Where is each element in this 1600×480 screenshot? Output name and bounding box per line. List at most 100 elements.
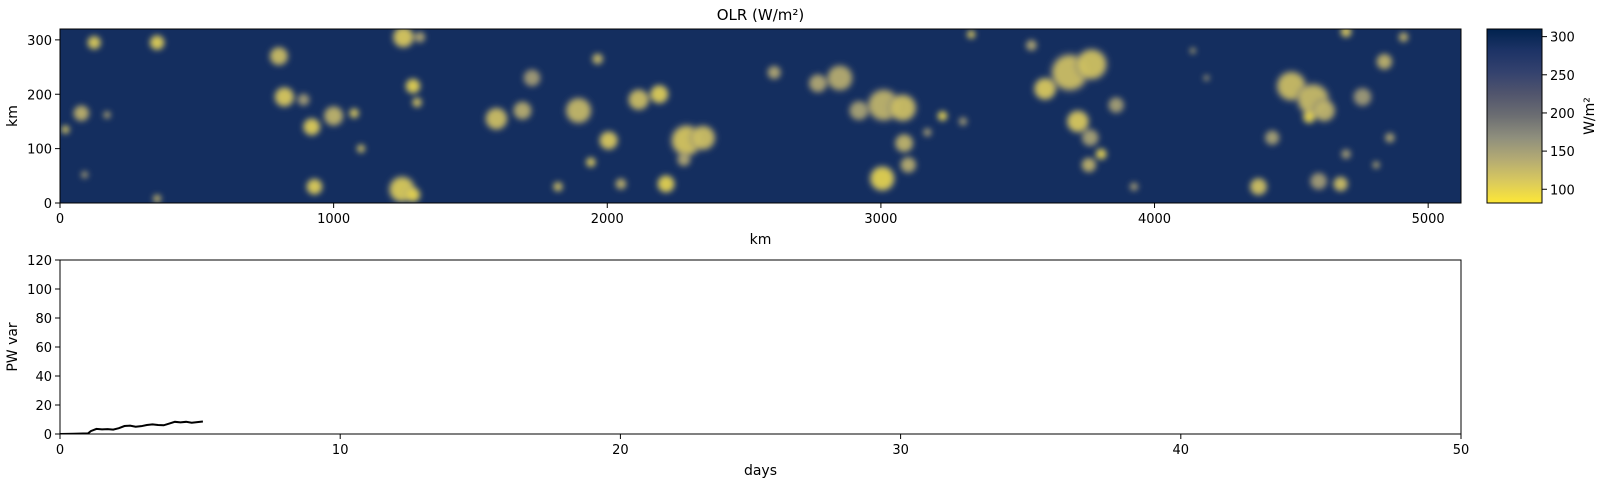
olr-cloud-blob: [1372, 161, 1380, 169]
olr-cloud-blob: [959, 117, 967, 126]
pw-x-tick-label: 40: [1173, 443, 1190, 458]
olr-cloud-blob: [850, 101, 868, 120]
olr-cloud-blob: [658, 176, 674, 192]
olr-cloud-blob: [1077, 50, 1106, 79]
olr-cloud-blob: [270, 47, 288, 65]
olr-cloud-blob: [394, 29, 413, 47]
olr-cloud-blob: [1203, 75, 1210, 81]
olr-cloud-blob: [895, 134, 913, 152]
olr-y-tick-label: 0: [44, 197, 52, 212]
olr-colorbar: 100 150 200 250 300 W/m²: [1486, 28, 1598, 204]
olr-cloud-blob: [1314, 100, 1335, 121]
olr-cloud-blob: [1334, 177, 1348, 191]
olr-cloud-blob: [1265, 131, 1279, 145]
olr-cloud-blob: [967, 30, 976, 39]
olr-cloud-blob: [1311, 173, 1327, 189]
olr-cloud-blob: [586, 157, 596, 167]
olr-x-tick-label: 0: [56, 212, 64, 227]
olr-cloud-blob: [1377, 54, 1392, 69]
olr-cloud-blob: [357, 144, 365, 153]
olr-cloud-blob: [1250, 179, 1267, 195]
olr-cloud-blob: [1082, 158, 1096, 172]
olr-cloud-blob: [275, 88, 294, 106]
olr-cloud-blob: [524, 70, 540, 86]
olr-cloud-blob: [1190, 48, 1196, 54]
pw-x-tick-label: 20: [612, 443, 629, 458]
olr-cloud-blob: [651, 86, 668, 103]
olr-cloud-blob: [1026, 40, 1037, 51]
olr-cloud-blob: [304, 119, 320, 135]
olr-cloud-blob: [1082, 130, 1098, 146]
olr-cloud-blob: [414, 32, 425, 43]
olr-cloud-blob: [103, 111, 111, 119]
olr-x-tick-label: 2000: [591, 212, 624, 227]
olr-cloud-blob: [1341, 149, 1351, 159]
olr-chart-title: OLR (W/m²): [717, 6, 805, 24]
olr-cloud-blob: [901, 157, 916, 173]
olr-cloud-blob: [307, 179, 322, 194]
colorbar-tick-label: 100: [1550, 183, 1575, 198]
olr-cloud-blob: [324, 107, 343, 125]
olr-cloud-blob: [406, 188, 420, 202]
olr-cloud-blob: [600, 132, 617, 149]
colorbar-tick-label: 150: [1550, 145, 1575, 160]
olr-y-axis-label: km: [5, 105, 21, 127]
olr-cloud-blob: [592, 53, 603, 64]
olr-cloud-blob: [1130, 182, 1138, 191]
pw-y-tick-label: 100: [27, 283, 52, 298]
pw-y-tick-label: 120: [27, 254, 52, 269]
colorbar-tick-label: 200: [1550, 107, 1575, 122]
olr-cloud-blob: [74, 106, 89, 121]
olr-cloud-blob: [692, 126, 714, 149]
olr-y-tick-label: 100: [27, 143, 52, 158]
olr-heatmap-background: [60, 29, 1461, 203]
olr-cloud-blob: [1096, 149, 1107, 159]
olr-cloud-blob: [1068, 111, 1088, 132]
olr-cloud-blob: [629, 90, 649, 109]
olr-cloud-blob: [412, 98, 422, 107]
olr-y-tick-label: 300: [27, 34, 52, 49]
olr-cloud-blob: [1109, 98, 1124, 113]
olr-cloud-blob: [890, 95, 915, 120]
olr-cloud-blob: [1385, 133, 1395, 143]
pw-x-tick-label: 30: [892, 443, 909, 458]
olr-cloud-blob: [1035, 78, 1055, 99]
pw-x-axis-label: days: [744, 463, 777, 479]
olr-cloud-blob: [88, 36, 101, 49]
olr-x-tick-label: 5000: [1412, 212, 1445, 227]
olr-cloud-blob: [61, 125, 70, 134]
olr-cloud-blob: [809, 75, 827, 92]
olr-cloud-blob: [768, 66, 781, 79]
pw-y-tick-label: 20: [35, 399, 52, 414]
pw-y-axis-label: PW var: [5, 322, 21, 372]
olr-cloud-blob: [298, 94, 310, 106]
olr-heatmap-plot: [60, 29, 1461, 203]
olr-x-tick-label: 1000: [317, 212, 350, 227]
olr-heatmap-panel: OLR (W/m²) 0 1000 2000 3000 4000 5000 0 100 200…: [5, 6, 1462, 248]
colorbar-tick-label: 300: [1550, 31, 1575, 46]
olr-cloud-blob: [871, 167, 894, 190]
olr-colorbar-label: W/m²: [1582, 97, 1598, 135]
olr-cloud-blob: [677, 153, 690, 166]
olr-cloud-blob: [150, 36, 164, 50]
olr-cloud-blob: [923, 128, 932, 137]
pw-x-tick-label: 0: [56, 443, 64, 458]
olr-x-tick-label: 4000: [1138, 212, 1171, 227]
pw-y-tick-label: 40: [35, 370, 52, 385]
olr-x-axis-label: km: [750, 232, 772, 248]
pw-y-tick-label: 60: [35, 341, 52, 356]
olr-x-tick-label: 3000: [864, 212, 897, 227]
olr-cloud-blob: [81, 171, 88, 179]
pw-x-tick-label: 10: [332, 443, 349, 458]
pw-var-line-panel: 0 10 20 30 40 50 0 20 40 60 80 100 120 days PW var: [5, 254, 1469, 479]
olr-heatmap-frame: [59, 28, 1462, 204]
olr-cloud-blob: [514, 102, 531, 119]
olr-cloud-blob: [153, 194, 161, 203]
pw-var-series-line: [60, 420, 204, 434]
olr-cloud-blob: [1341, 29, 1351, 37]
olr-cloud-blob: [1399, 32, 1408, 42]
olr-cloud-blob: [616, 179, 626, 189]
olr-cloud-blob: [828, 66, 852, 90]
pw-var-plot-frame: [59, 259, 1462, 435]
